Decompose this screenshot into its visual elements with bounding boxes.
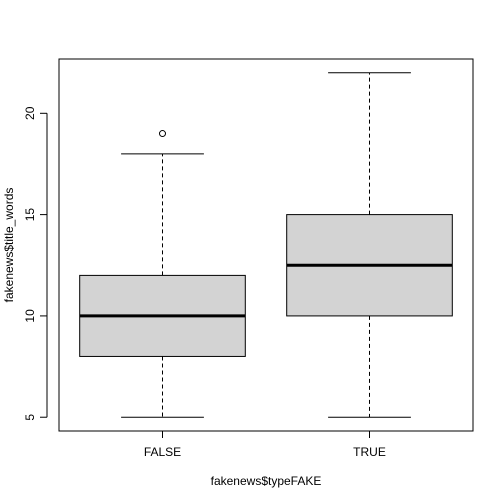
x-axis: FALSE TRUE xyxy=(144,430,386,459)
x-tick-label: FALSE xyxy=(144,445,181,459)
y-tick-label: 15 xyxy=(23,208,37,222)
y-tick-label: 10 xyxy=(23,309,37,323)
y-tick-label: 5 xyxy=(23,414,37,421)
y-axis: 5 10 15 20 xyxy=(23,106,48,421)
plot-area xyxy=(79,72,453,418)
x-axis-title: fakenews$typeFAKE xyxy=(211,474,322,488)
y-axis-title: fakenews$title_words xyxy=(2,188,16,303)
box-true xyxy=(286,72,453,418)
x-tick-label: TRUE xyxy=(353,445,386,459)
box-false xyxy=(79,130,246,418)
y-tick-label: 20 xyxy=(23,106,37,120)
outlier-point xyxy=(159,130,166,138)
